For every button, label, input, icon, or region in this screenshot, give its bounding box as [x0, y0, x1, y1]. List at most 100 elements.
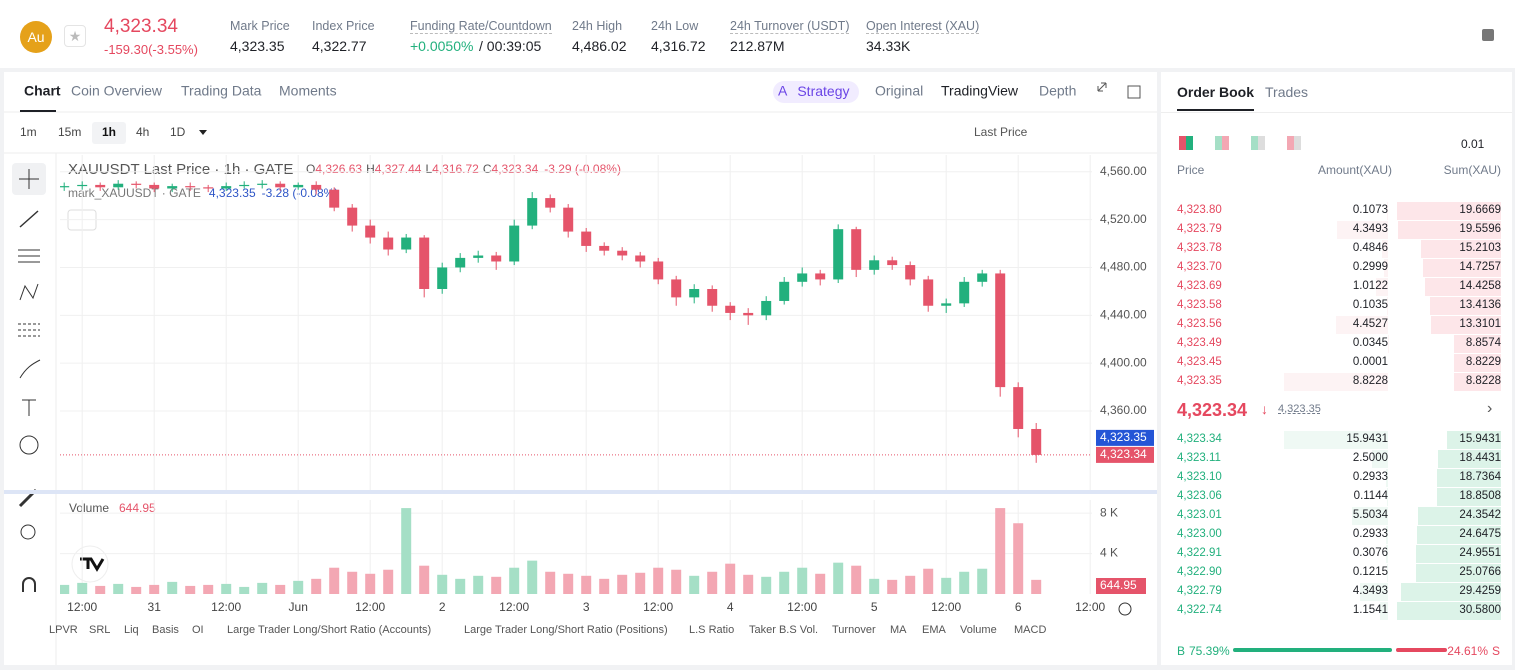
volume-bar: [653, 567, 664, 594]
ob-amount: 0.0001: [1352, 356, 1388, 368]
candle-body: [311, 184, 322, 190]
view-mode[interactable]: [1179, 136, 1193, 150]
candle-body: [995, 273, 1006, 388]
view-tab[interactable]: TradingView: [941, 83, 1019, 99]
tab[interactable]: Trading Data: [181, 83, 262, 99]
volume-bar: [383, 569, 394, 594]
volume-bar: [293, 580, 304, 594]
ob-tab-active[interactable]: Order Book: [1177, 84, 1255, 111]
indicator[interactable]: EMA: [922, 624, 946, 636]
candle-body: [473, 255, 484, 258]
amount-bar: [1386, 545, 1388, 563]
x-tick-label: 12:00: [499, 600, 529, 614]
price-source[interactable]: Last Price: [974, 125, 1028, 139]
amount-bar: [1386, 526, 1388, 544]
volume-bar: [635, 572, 646, 594]
indicator[interactable]: Large Trader Long/Short Ratio (Accounts): [227, 624, 432, 636]
volume-bar: [923, 568, 934, 594]
candle-body: [527, 198, 538, 226]
ob-price: 4,322.91: [1177, 547, 1222, 559]
indicator[interactable]: OI: [192, 624, 204, 636]
interval[interactable]: 15m: [58, 125, 81, 139]
indicator[interactable]: Volume: [960, 624, 997, 636]
sum-bar: [1436, 488, 1501, 506]
indicator[interactable]: Liq: [124, 624, 139, 636]
ob-tab[interactable]: Trades: [1265, 84, 1309, 100]
ob-amount: 0.3076: [1352, 547, 1388, 559]
fib-icon[interactable]: [18, 323, 40, 337]
view-tab[interactable]: Strategy: [797, 83, 849, 99]
trendline-icon[interactable]: [19, 210, 39, 228]
tab[interactable]: Moments: [279, 83, 337, 99]
y-tick-label: 4,480.00: [1100, 260, 1147, 274]
volume-bar: [149, 584, 160, 594]
sum-bar: [1397, 221, 1501, 239]
candle-body: [761, 300, 772, 316]
precision[interactable]: 0.01: [1461, 137, 1485, 151]
stat-value: +0.0050%: [410, 38, 474, 54]
ob-price: 4,323.49: [1177, 337, 1222, 349]
header: Au ★ 4,323.34 -159.30(-3.55%) Mark Price…: [0, 0, 1515, 68]
ohlc-key: O: [306, 162, 315, 176]
more-arrow[interactable]: ›: [1487, 400, 1493, 417]
view-tab[interactable]: Original: [875, 83, 923, 99]
indicator[interactable]: MACD: [1014, 624, 1047, 636]
lines-icon[interactable]: [18, 249, 40, 263]
brush-icon[interactable]: [19, 359, 41, 379]
sum-bar: [1430, 297, 1501, 315]
view-mode[interactable]: [1215, 136, 1229, 150]
indicator[interactable]: LPVR: [49, 624, 78, 636]
strategy-pill[interactable]: [773, 81, 859, 103]
notes-icon[interactable]: [1482, 29, 1494, 41]
window-icon[interactable]: [1127, 85, 1141, 99]
indicator[interactable]: Basis: [152, 624, 179, 636]
interval[interactable]: 4h: [136, 125, 149, 139]
ob-sum: 25.0766: [1459, 566, 1501, 578]
volume-bar: [707, 571, 718, 594]
interval[interactable]: 1D: [170, 125, 186, 139]
indicator[interactable]: SRL: [89, 624, 111, 636]
dropdown-arrow[interactable]: [199, 130, 207, 135]
tab-active[interactable]: Chart: [24, 83, 61, 99]
ob-price: 4,323.34: [1177, 433, 1222, 445]
volume-bar: [599, 578, 610, 594]
favorite-star[interactable]: ★: [64, 25, 86, 47]
magnet-icon[interactable]: [22, 577, 36, 592]
sum-bar: [1420, 240, 1501, 258]
indicator[interactable]: L.S Ratio: [689, 624, 735, 636]
ob-sum: 19.6669: [1459, 204, 1501, 216]
tab[interactable]: Coin Overview: [71, 83, 163, 99]
ob-sum: 13.3101: [1459, 318, 1501, 330]
indicator[interactable]: MA: [890, 624, 907, 636]
zoom-icon[interactable]: [20, 524, 36, 540]
volume-bar: [275, 584, 286, 594]
candle-body: [815, 273, 826, 280]
ob-sum: 18.4431: [1459, 452, 1501, 464]
ob-amount: 0.2933: [1352, 471, 1388, 483]
amount-bar: [1336, 221, 1388, 239]
indicator[interactable]: Large Trader Long/Short Ratio (Positions…: [464, 624, 668, 636]
view-mode[interactable]: [1251, 136, 1265, 150]
interval[interactable]: 1m: [20, 125, 37, 139]
amount-bar: [1284, 431, 1388, 449]
pattern-icon[interactable]: [19, 283, 39, 301]
ohlc-value: 4,327.44: [375, 162, 422, 176]
indicator[interactable]: Taker B.S Vol.: [749, 624, 819, 636]
candle-body: [869, 260, 880, 270]
view-mode[interactable]: [1287, 136, 1301, 150]
text-icon[interactable]: [22, 399, 36, 416]
ob-sum: 29.4259: [1459, 585, 1501, 597]
expand-icon[interactable]: [1097, 82, 1107, 92]
volume-bar: [977, 568, 988, 594]
settings-icon[interactable]: [1118, 602, 1132, 616]
stat-label[interactable]: Index Price: [312, 19, 375, 33]
ob-amount: 8.8228: [1352, 375, 1388, 387]
emoji-icon[interactable]: [19, 435, 39, 455]
interval[interactable]: 1h: [102, 125, 116, 139]
view-tab[interactable]: Depth: [1039, 83, 1076, 99]
amount-bar: [1380, 602, 1388, 620]
indicator[interactable]: Turnover: [832, 624, 876, 636]
volume-bar: [689, 575, 700, 594]
candle-body: [617, 250, 628, 256]
